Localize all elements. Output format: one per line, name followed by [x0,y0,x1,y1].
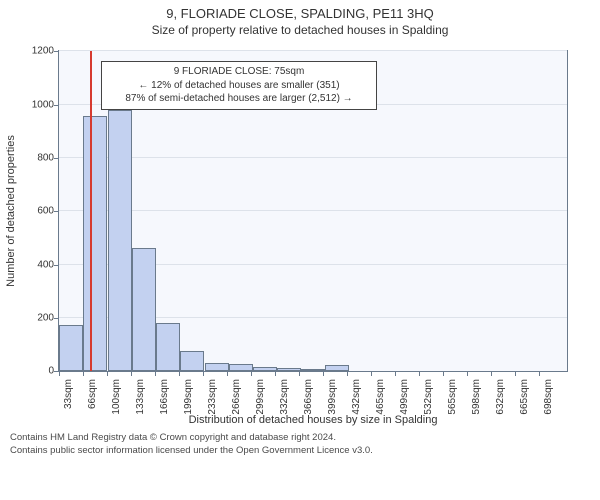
x-axis-label: Distribution of detached houses by size … [58,414,568,426]
x-tick-mark [515,372,516,376]
x-tick-label: 166sqm [159,379,170,439]
x-tick-mark [395,372,396,376]
x-tick-label: 598sqm [471,379,482,439]
x-tick-label: 565sqm [447,379,458,439]
histogram-bar [301,369,325,372]
histogram-bar [180,351,204,372]
x-tick-mark [131,372,132,376]
marker-line [90,51,92,371]
histogram-bar [132,248,156,371]
histogram-bar [205,363,229,371]
histogram-bar [253,367,277,371]
x-tick-label: 432sqm [351,379,362,439]
info-box-line1: 9 FLORIADE CLOSE: 75sqm [108,65,370,79]
x-tick-label: 299sqm [255,379,266,439]
x-tick-mark [491,372,492,376]
y-tick-label: 1200 [18,46,54,57]
x-tick-mark [83,372,84,376]
x-tick-label: 266sqm [231,379,242,439]
x-tick-mark [203,372,204,376]
x-tick-mark [107,372,108,376]
x-tick-label: 199sqm [183,379,194,439]
y-tick-label: 800 [18,153,54,164]
x-tick-label: 66sqm [87,379,98,439]
info-box-line3: 87% of semi-detached houses are larger (… [108,92,370,106]
histogram-bar [229,364,253,371]
y-axis-ticks: 020040060080010001200 [0,50,54,372]
x-tick-mark [419,372,420,376]
histogram-bar [83,116,107,371]
histogram-bar [156,323,180,372]
info-box: 9 FLORIADE CLOSE: 75sqm ← 12% of detache… [101,61,377,110]
x-tick-label: 332sqm [279,379,290,439]
x-tick-mark [443,372,444,376]
x-tick-mark [371,372,372,376]
y-tick-label: 1000 [18,99,54,110]
x-tick-mark [539,372,540,376]
x-tick-mark [347,372,348,376]
histogram-bar [59,325,83,372]
x-tick-label: 465sqm [375,379,386,439]
x-tick-mark [299,372,300,376]
x-tick-mark [227,372,228,376]
x-tick-mark [59,372,60,376]
x-tick-label: 399sqm [327,379,338,439]
x-tick-label: 632sqm [495,379,506,439]
x-tick-label: 133sqm [135,379,146,439]
footer-line2: Contains public sector information licen… [10,445,590,458]
histogram-bar [325,365,349,372]
info-box-line2: ← 12% of detached houses are smaller (35… [108,79,370,93]
x-tick-mark [275,372,276,376]
y-tick-label: 0 [18,366,54,377]
x-tick-mark [323,372,324,376]
x-tick-label: 499sqm [399,379,410,439]
y-tick-label: 400 [18,259,54,270]
y-tick-label: 600 [18,206,54,217]
x-tick-label: 665sqm [519,379,530,439]
x-tick-label: 233sqm [207,379,218,439]
x-tick-label: 532sqm [423,379,434,439]
x-tick-mark [251,372,252,376]
histogram-bar [277,368,301,371]
x-tick-mark [155,372,156,376]
y-tick-label: 200 [18,313,54,324]
page-subtitle: Size of property relative to detached ho… [0,23,600,41]
x-tick-label: 698sqm [543,379,554,439]
x-tick-mark [179,372,180,376]
plot-area: 9 FLORIADE CLOSE: 75sqm ← 12% of detache… [58,50,568,372]
x-tick-mark [467,372,468,376]
x-tick-label: 100sqm [111,379,122,439]
x-tick-label: 33sqm [63,379,74,439]
x-tick-label: 366sqm [303,379,314,439]
page-title: 9, FLORIADE CLOSE, SPALDING, PE11 3HQ [0,0,600,23]
histogram-chart: Number of detached properties 0200400600… [0,40,600,426]
histogram-bar [108,110,132,371]
